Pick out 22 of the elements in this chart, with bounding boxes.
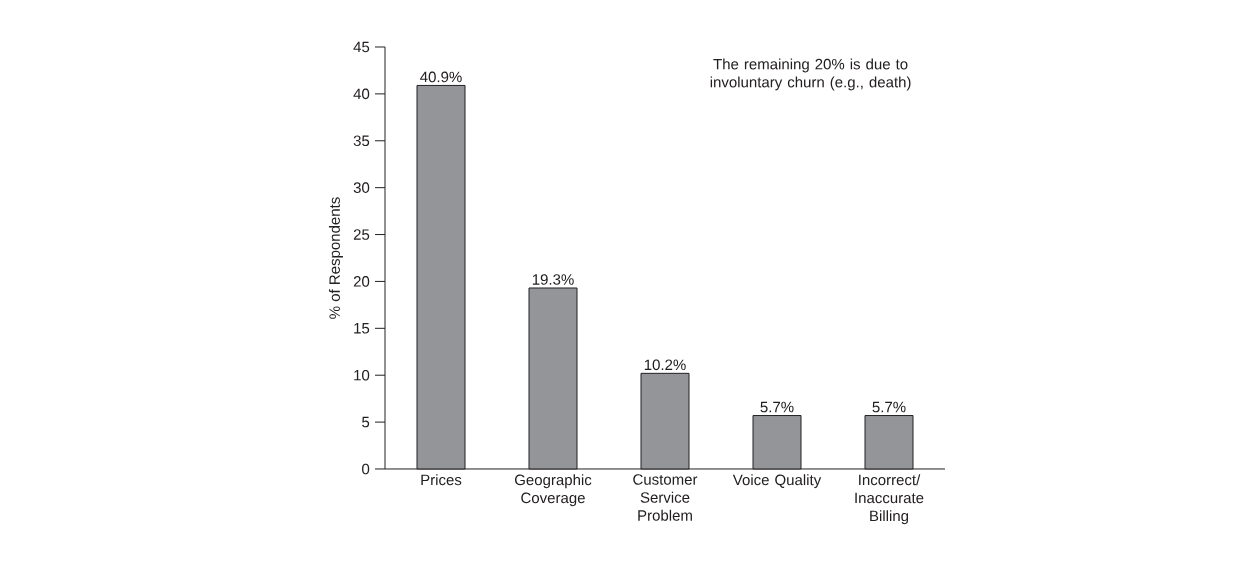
y-tick-label: 45 <box>353 41 370 53</box>
y-tick-label: 5 <box>362 416 370 428</box>
y-tick-label: 0 <box>362 463 370 475</box>
x-tick-label: Voice Quality <box>732 474 822 489</box>
data-label: 19.3% <box>532 274 574 285</box>
data-label: 10.2% <box>644 359 686 371</box>
x-tick-label: Customer Service Problem <box>633 474 698 521</box>
data-label: 5.7% <box>760 401 794 413</box>
y-axis-title: % of Respondents <box>328 197 343 319</box>
data-label: 40.9% <box>420 71 462 83</box>
y-tick-label: 25 <box>353 229 370 240</box>
data-label: 5.7% <box>872 401 906 413</box>
y-tick-label: 40 <box>353 88 370 100</box>
x-tick-label: Geographic Coverage <box>514 474 592 507</box>
y-tick-label: 35 <box>353 135 370 147</box>
y-tick-label: 15 <box>354 323 370 334</box>
y-tick-label: 10 <box>354 369 370 381</box>
x-tick-label: Prices <box>421 474 462 486</box>
annotation: The remaining 20% is due to involuntary churn (e.g., death) <box>710 58 911 91</box>
x-tick-label: Incorrect/ Inaccurate Billing <box>855 474 924 525</box>
y-tick-label: 30 <box>353 182 370 193</box>
y-tick-label: 20 <box>353 276 370 287</box>
